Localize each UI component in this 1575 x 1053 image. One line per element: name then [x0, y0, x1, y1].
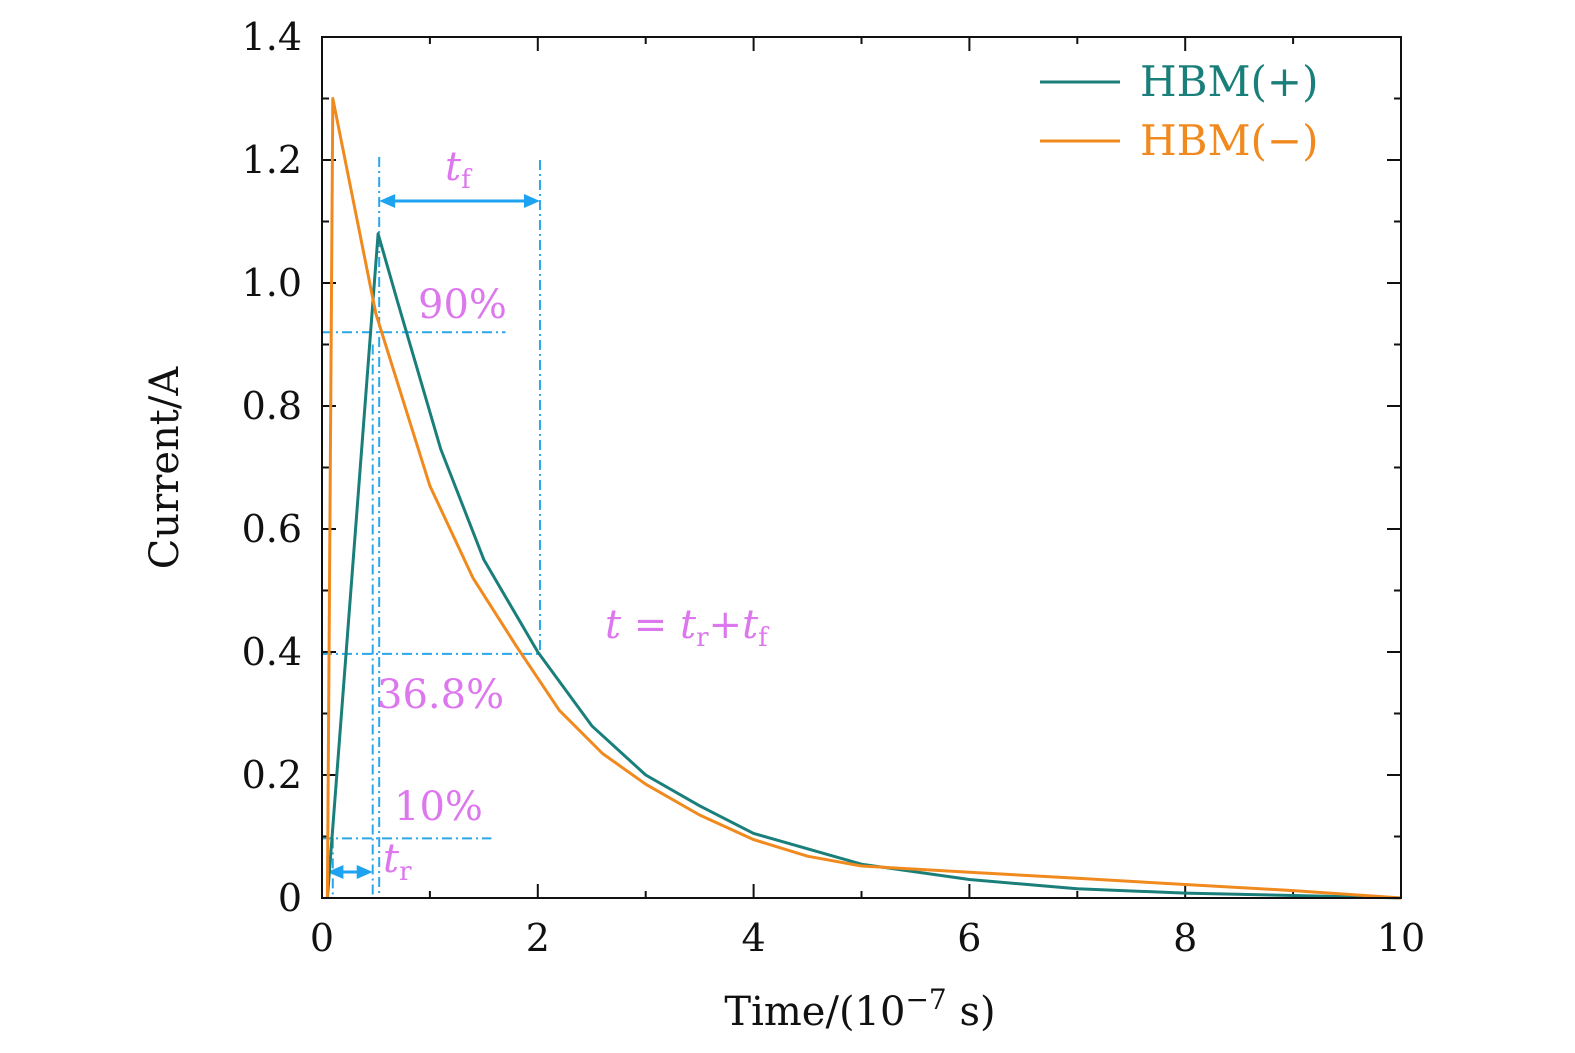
tr-span-arrow-head-left [327, 865, 344, 879]
y-tick-label: 1.0 [242, 261, 302, 305]
formula-tr-sub: r [696, 623, 709, 653]
y-tick-label: 0.2 [242, 753, 302, 797]
legend-label-hbm-plus: HBM(+) [1140, 57, 1318, 106]
y-tick-label: 0.6 [242, 507, 302, 551]
formula-t-equals-tr-plus-tf: t = tr+tf [605, 602, 770, 653]
series-lines [325, 97, 1402, 900]
tf-span-arrow [379, 194, 540, 208]
y-tick-label: 0 [278, 876, 302, 920]
y-tick-label: 1.2 [242, 138, 302, 182]
formula-plus: + [709, 602, 743, 648]
x-tick-label: 2 [526, 916, 550, 960]
formula-eq: = [621, 602, 680, 648]
annotation-guides [322, 157, 541, 898]
tf-label: tf [445, 144, 473, 195]
formula-t: t [605, 602, 622, 648]
tf-span-arrow-head-left [379, 194, 396, 208]
x-tick-label: 8 [1173, 916, 1197, 960]
y-tick-label: 0.8 [242, 384, 302, 428]
tf-label-t: t [445, 144, 462, 190]
series-line-hbm-plus [325, 232, 1402, 900]
formula-tf: t [742, 602, 759, 648]
series-line-hbm-minus [325, 97, 1402, 900]
tr-span-arrow-head-right [356, 865, 373, 879]
formula-tf-sub: f [758, 623, 770, 653]
label-36-8-percent: 36.8% [377, 672, 504, 718]
plot-frame [321, 36, 1402, 899]
tf-label-sub: f [461, 165, 473, 195]
y-tick-label: 0.4 [242, 630, 302, 674]
legend-label-hbm-minus: HBM(−) [1140, 116, 1318, 165]
tr-label-sub: r [399, 857, 412, 887]
y-axis-title: Current/A [142, 366, 188, 570]
tr-span-arrow [327, 865, 373, 879]
legend: HBM(+) HBM(−) [1040, 57, 1318, 165]
y-tick-label: 1.4 [242, 15, 302, 59]
x-axis-title-exponent: −7 [905, 983, 946, 1016]
tf-span-arrow-head-right [523, 194, 540, 208]
tr-label-t: t [383, 836, 400, 882]
x-axis-title-tail: s) [947, 989, 996, 1035]
x-tick-label: 6 [957, 916, 981, 960]
x-axis-title: Time/(10−7 s) [724, 983, 995, 1035]
label-10-percent: 10% [394, 784, 483, 830]
tick-labels: 0 2 4 6 8 10 0 0.2 0.4 0.6 0.8 1.0 1.2 1.4 [242, 15, 1426, 960]
x-tick-label: 10 [1377, 916, 1425, 960]
axis-ticks [321, 36, 1402, 899]
x-tick-label: 4 [742, 916, 766, 960]
tr-label: tr [383, 836, 412, 887]
formula-tr: t [680, 602, 697, 648]
label-90-percent: 90% [418, 282, 507, 328]
x-tick-label: 0 [310, 916, 334, 960]
x-axis-title-main: Time/(10 [724, 989, 905, 1035]
